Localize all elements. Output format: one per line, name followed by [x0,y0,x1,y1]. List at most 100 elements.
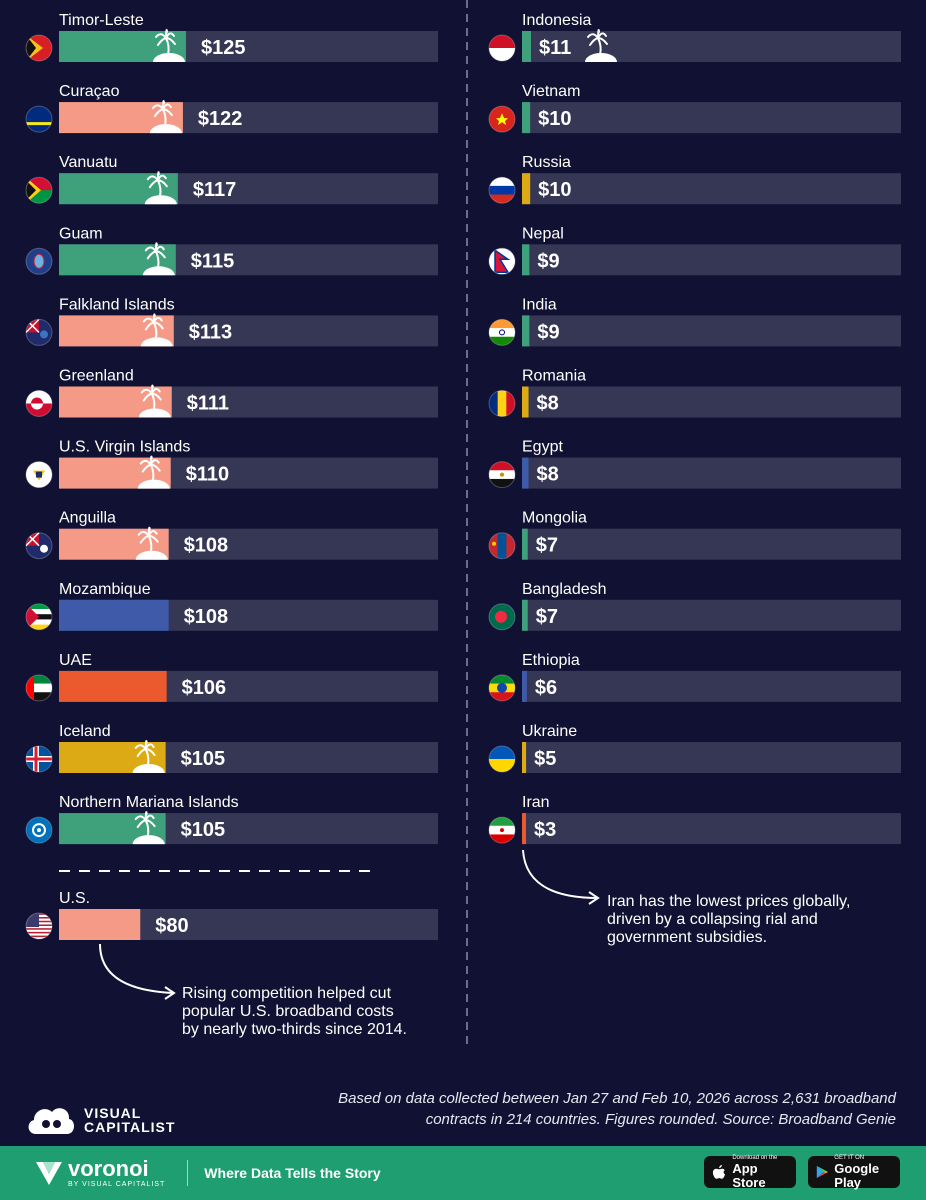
bar-track [522,528,901,560]
google-play-small-text: GET IT ON [834,1154,865,1161]
flag-indonesia-icon [489,35,515,61]
island-icon [132,811,165,845]
brand-divider [187,1160,189,1186]
voronoi-logo[interactable]: voronoi BY VISUAL CAPITALIST [34,1157,165,1188]
palm-frond [161,100,165,111]
us-row: U.S. $80 [25,890,438,940]
flag-part [499,329,505,336]
flag-part [26,933,52,936]
flag-part [506,390,515,417]
island-icon [144,171,177,205]
value-label: $10 [538,179,571,201]
flag-part [26,624,52,630]
flag-ukraine-icon [489,746,515,772]
flag-greenland-icon [26,390,52,417]
bar-row-u-s: U.S. $80 [25,890,438,940]
iran-annotation: Iran has the lowest prices globally,driv… [607,893,850,946]
google-play-button[interactable]: GET IT ON Google Play [808,1154,900,1189]
country-label: Romania [522,368,586,385]
flag-part [497,390,507,417]
flag-russia-icon [489,177,515,204]
flag-border [25,176,53,204]
island-sand [132,764,165,773]
flag-border [25,816,53,844]
palm-frond [154,242,158,253]
flag-vietnam-icon [489,106,515,133]
bar-row-india: India $9 [488,296,901,347]
country-label: Mongolia [522,510,587,527]
bar-row-iran: Iran $3 [488,794,901,845]
island-icon [138,384,171,418]
country-label: Ukraine [522,723,577,740]
app-store-small-text: Download on the [732,1154,778,1161]
flag-part [496,113,508,126]
palm-frond [164,29,168,39]
chart-svg: Timor-Leste $125 Curaçao $122 Vanuatu $117 Gua… [25,0,901,1045]
flag-border [25,390,53,417]
right-column: Indonesia$11Vietnam$10Russia$10Nepal$9In… [488,12,901,845]
flag-border [488,105,516,133]
country-label: Iran [522,794,550,811]
bar [522,31,532,62]
value-label: $6 [535,677,557,699]
flag-part [34,746,38,772]
google-play-icon [816,1165,828,1179]
flag-part [26,674,34,701]
value-label: $122 [198,108,243,130]
flag-part [36,471,42,478]
country-label: U.S. [59,890,90,907]
value-label: $111 [187,393,229,415]
flag-part [489,177,515,187]
value-label: $105 [181,748,226,770]
country-label: U.S. Virgin Islands [59,439,190,456]
flag-part [26,614,52,620]
flag-border [488,176,516,204]
flag-part [500,472,504,477]
country-label: Timor-Leste [59,12,144,29]
iran-annotation-arrow-head [588,891,600,905]
flag-border [488,674,516,702]
palm-trunk [165,37,170,56]
country-label: Ethiopia [522,652,580,669]
flag-part [506,532,515,559]
flag-part [26,757,52,761]
flag-part [26,926,52,929]
flag-mongolia-icon [489,532,515,559]
flag-part [489,319,515,329]
flag-india-icon [489,319,515,346]
bar-row-indonesia: Indonesia $11 [488,12,901,62]
flag-part [489,674,515,685]
flag-part [26,927,52,931]
bar-row-falkland-islands: Falkland Islands $113 [25,296,438,347]
source-note-line-1: Based on data collected between Jan 27 a… [338,1090,896,1107]
palm-frond [144,740,148,750]
bar-row-uae: UAE $106 [25,652,438,702]
left-column: Timor-Leste $125 Curaçao $122 Vanuatu $117 Gua… [25,12,438,845]
flag-guam-icon [26,248,52,275]
flag-u-s-virgin-islands-icon [26,461,52,488]
palm-frond [597,29,601,39]
country-label: Guam [59,225,103,242]
value-label: $11 [539,37,571,59]
value-label: $117 [193,179,236,201]
island-icon [132,740,165,773]
flag-part [495,610,507,623]
flag-border [25,318,53,346]
bar-row-vanuatu: Vanuatu $117 [25,154,438,205]
flag-timor-leste-icon [26,35,52,61]
value-label: $7 [536,606,558,628]
bar [59,670,167,702]
flag-bangladesh-icon [489,603,515,630]
palm-trunk [144,819,150,838]
source-note: Based on data collected between Jan 27 a… [296,1088,896,1130]
flag-part [32,823,46,838]
app-store-button[interactable]: Download on the App Store [704,1154,796,1189]
palm-trunk [154,250,160,269]
island-sand [149,124,182,134]
island-sand [137,479,170,489]
value-label: $80 [155,915,188,937]
flag-border [25,105,53,133]
bar [522,528,528,560]
flag-part [26,603,39,630]
